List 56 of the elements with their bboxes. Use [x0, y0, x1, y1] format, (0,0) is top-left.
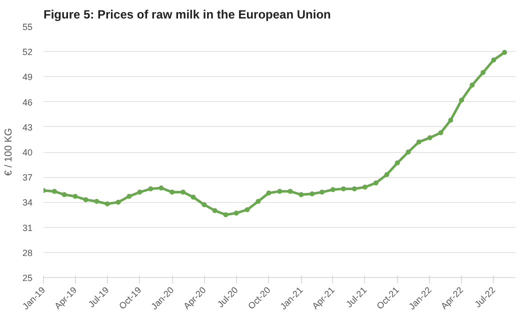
y-tick-label: 49	[22, 72, 33, 82]
point	[126, 194, 132, 199]
point	[212, 208, 218, 214]
point	[448, 118, 454, 123]
y-tick-label: 34	[22, 198, 33, 208]
point	[330, 187, 336, 192]
point	[244, 207, 250, 212]
point	[406, 150, 411, 154]
point	[94, 198, 100, 204]
point	[310, 191, 315, 196]
point	[72, 194, 78, 199]
point	[62, 192, 67, 198]
point	[373, 180, 378, 186]
point	[438, 130, 444, 136]
point	[470, 82, 475, 88]
point	[266, 190, 272, 196]
y-tick-label: 40	[22, 148, 33, 158]
point	[319, 190, 324, 195]
y-tick-label: 46	[22, 97, 33, 108]
point	[52, 188, 57, 194]
point	[491, 57, 496, 62]
y-tick-label: 37	[22, 172, 33, 183]
y-tick-label: 31	[22, 222, 33, 233]
y-tick-label: 52	[22, 47, 33, 58]
point	[223, 212, 228, 218]
point	[170, 190, 175, 195]
point	[277, 188, 282, 194]
point	[137, 190, 142, 195]
chart-title: Figure 5: Prices of raw milk in the European Union	[44, 8, 331, 22]
point	[384, 172, 390, 178]
point	[298, 192, 304, 198]
point	[83, 197, 88, 202]
y-tick-label: 28	[22, 248, 33, 258]
point	[180, 190, 186, 195]
point	[340, 186, 346, 192]
point	[394, 160, 400, 166]
y-axis-title: € / 100 KG	[3, 128, 14, 176]
y-tick-label: 43	[22, 122, 33, 132]
point	[234, 210, 239, 216]
point	[288, 188, 293, 194]
point	[190, 194, 196, 200]
y-tick-label: 55	[22, 22, 33, 32]
y-tick-label: 25	[22, 273, 33, 283]
point	[256, 198, 261, 204]
point	[148, 186, 154, 192]
point	[352, 186, 357, 192]
point	[104, 201, 110, 206]
point	[427, 135, 432, 140]
point	[116, 200, 121, 205]
point	[459, 98, 464, 103]
point	[480, 70, 486, 76]
point	[502, 50, 508, 55]
point	[158, 185, 164, 190]
point	[416, 139, 422, 144]
point	[362, 184, 368, 190]
point	[202, 202, 207, 208]
